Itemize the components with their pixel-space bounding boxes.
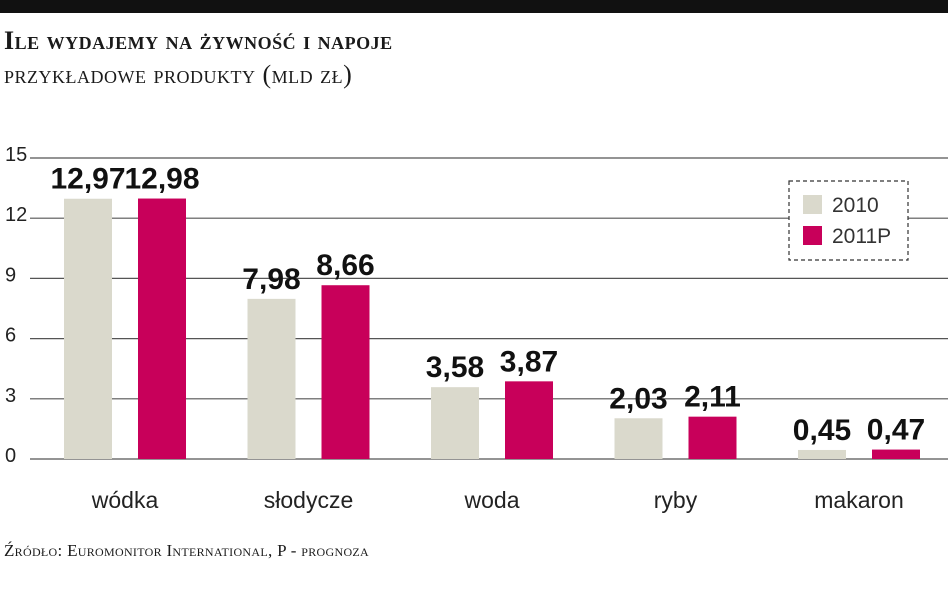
legend-swatch xyxy=(803,195,822,214)
y-tick-label: 3 xyxy=(5,385,16,407)
data-label: 0,45 xyxy=(793,414,851,447)
bar xyxy=(138,198,186,459)
data-label: 3,58 xyxy=(426,351,484,384)
data-label: 3,87 xyxy=(500,345,558,378)
legend-label: 2010 xyxy=(832,194,879,217)
y-tick-label: 0 xyxy=(5,445,16,467)
data-label: 0,47 xyxy=(867,414,925,447)
top-bar xyxy=(0,0,948,13)
chart-title: Ile wydajemy na żywność i napoje xyxy=(4,26,393,55)
chart-subtitle: przykładowe produkty (mld zł) xyxy=(4,60,353,89)
bar xyxy=(614,418,663,459)
legend-box xyxy=(788,180,909,261)
bar xyxy=(431,387,479,459)
bar xyxy=(688,416,737,459)
data-label: 2,11 xyxy=(684,381,741,414)
bar xyxy=(872,449,920,459)
bar xyxy=(505,381,553,459)
category-label: wódka xyxy=(91,487,159,513)
legend-swatch xyxy=(803,226,822,245)
bar xyxy=(64,198,112,459)
category-label: ryby xyxy=(654,487,698,513)
data-label: 2,03 xyxy=(609,382,667,415)
data-label: 8,66 xyxy=(316,249,374,282)
bar xyxy=(798,449,846,459)
bar xyxy=(321,285,370,459)
category-label: makaron xyxy=(814,487,903,513)
data-label: 7,98 xyxy=(242,263,300,296)
y-tick-label: 12 xyxy=(5,204,27,226)
source-note: Źródło: Euromonitor International, P - p… xyxy=(4,541,370,560)
bar xyxy=(247,298,296,459)
legend-label: 2011P xyxy=(832,225,891,248)
data-label: 12,98 xyxy=(124,163,199,196)
category-label: słodycze xyxy=(264,487,353,513)
data-label: 12,97 xyxy=(50,163,125,196)
y-tick-label: 6 xyxy=(5,325,16,347)
y-tick-label: 15 xyxy=(5,144,27,166)
category-label: woda xyxy=(464,487,520,513)
y-tick-label: 9 xyxy=(5,264,16,286)
